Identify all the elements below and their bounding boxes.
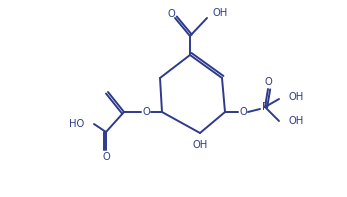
Text: OH: OH (289, 92, 304, 102)
Text: OH: OH (192, 140, 208, 150)
Text: HO: HO (69, 119, 84, 129)
Text: O: O (264, 77, 272, 87)
Text: OH: OH (213, 8, 228, 18)
Text: OH: OH (289, 116, 304, 126)
Text: O: O (102, 152, 110, 162)
Text: O: O (142, 107, 150, 117)
Text: O: O (239, 107, 247, 117)
Text: O: O (167, 9, 175, 19)
Text: P: P (262, 102, 268, 112)
